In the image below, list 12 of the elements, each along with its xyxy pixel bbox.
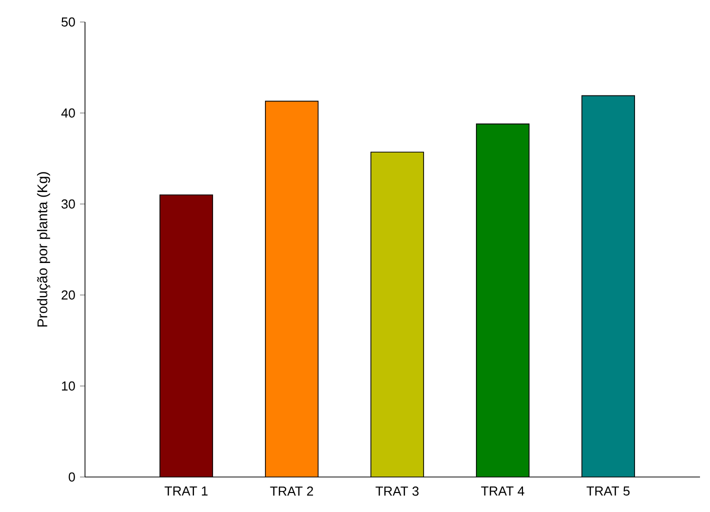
y-tick-label: 40: [61, 108, 75, 118]
x-tick-label: TRAT 3: [376, 486, 419, 496]
x-tick-label: TRAT 4: [481, 486, 524, 496]
y-tick-label: 30: [62, 199, 75, 209]
y-tick-label: 50: [62, 17, 75, 27]
x-tick-label: TRAT 5: [586, 486, 630, 496]
y-tick-label: 20: [62, 290, 75, 300]
y-tick-label: 10: [62, 381, 75, 391]
y-axis-title: Produção por planta (Kg): [37, 172, 50, 327]
x-tick-label: TRAT 2: [270, 486, 314, 496]
y-tick-label: 0: [68, 472, 75, 482]
x-tick-label: TRAT 1: [164, 486, 208, 496]
